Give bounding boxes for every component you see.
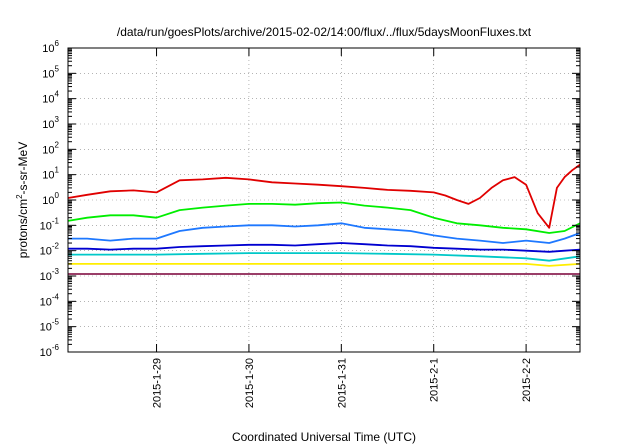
x-tick-label: 2015-2-1: [429, 358, 441, 402]
y-tick-label-base: 10: [42, 195, 54, 207]
y-tick-label: 100: [42, 191, 59, 207]
y-axis-label-base: protons/cm: [16, 199, 30, 258]
y-tick-label: 101: [42, 166, 59, 182]
y-tick-label: 10-2: [40, 242, 60, 258]
x-tick-labels: 2015-1-29 2015-1-30 2015-1-31 2015-2-1 2015-…: [152, 358, 534, 408]
y-tick-label-base: 10: [42, 43, 54, 55]
y-axis-label-rest: -s-sr-MeV: [16, 142, 30, 195]
y-tick-label-exponent: -6: [52, 343, 60, 352]
y-tick-label-exponent: -3: [52, 267, 60, 276]
y-tick-label-exponent: 3: [55, 115, 60, 124]
y-tick-label-base: 10: [40, 246, 52, 258]
y-tick-label: 105: [42, 64, 59, 80]
y-tick-label: 10-6: [40, 343, 60, 359]
y-tick-label-base: 10: [40, 220, 52, 232]
y-tick-label-exponent: 2: [55, 140, 60, 149]
grid: [68, 48, 580, 352]
tick-marks: [68, 47, 580, 353]
y-tick-label-exponent: 0: [55, 191, 60, 200]
y-tick-labels: 10-610-510-410-310-210-11001011021031041…: [40, 39, 60, 359]
y-tick-label: 10-4: [40, 292, 60, 308]
y-tick-label-exponent: -5: [52, 318, 60, 327]
series-line-1: [67, 163, 581, 229]
x-tick-label: 2015-2-2: [521, 358, 533, 402]
y-tick-label-base: 10: [42, 170, 54, 182]
y-tick-label: 10-3: [40, 267, 60, 283]
y-tick-label-exponent: 6: [55, 39, 60, 48]
y-tick-label-exponent: 1: [55, 166, 60, 175]
y-axis-label-sup: 2: [15, 194, 24, 199]
y-axis-label: protons/cm2-s-sr-MeV: [15, 142, 30, 258]
y-tick-label: 106: [42, 39, 59, 55]
x-tick-label: 2015-1-29: [152, 358, 164, 408]
x-tick-label: 2015-1-31: [336, 358, 348, 408]
y-tick-label-base: 10: [42, 68, 54, 80]
series-line-2: [67, 201, 581, 234]
series-line-6: [68, 262, 581, 267]
series-layer: [67, 163, 581, 275]
y-tick-label-exponent: -4: [52, 292, 60, 301]
x-tick-label: 2015-1-30: [244, 358, 256, 408]
y-tick-label-base: 10: [40, 347, 52, 359]
y-tick-label: 102: [42, 140, 59, 156]
y-tick-label-base: 10: [42, 144, 54, 156]
series-line-5: [68, 252, 581, 262]
y-tick-label-base: 10: [40, 322, 52, 334]
series-line-4: [68, 242, 581, 253]
y-tick-label-exponent: 5: [55, 64, 60, 73]
y-tick-label: 104: [42, 90, 59, 106]
y-tick-label-exponent: 4: [55, 90, 60, 99]
y-tick-label-base: 10: [42, 119, 54, 131]
y-tick-label-exponent: -1: [52, 216, 60, 225]
y-tick-label: 103: [42, 115, 59, 131]
y-tick-label-base: 10: [40, 271, 52, 283]
x-axis-label: Coordinated Universal Time (UTC): [232, 430, 416, 444]
y-tick-label: 10-1: [40, 216, 60, 232]
y-tick-label-exponent: -2: [52, 242, 60, 251]
y-tick-label-base: 10: [42, 94, 54, 106]
y-tick-label-base: 10: [40, 296, 52, 308]
chart-title: /data/run/goesPlots/archive/2015-02-02/1…: [117, 25, 532, 39]
series-line-3: [68, 222, 581, 244]
y-tick-label: 10-5: [40, 318, 60, 334]
